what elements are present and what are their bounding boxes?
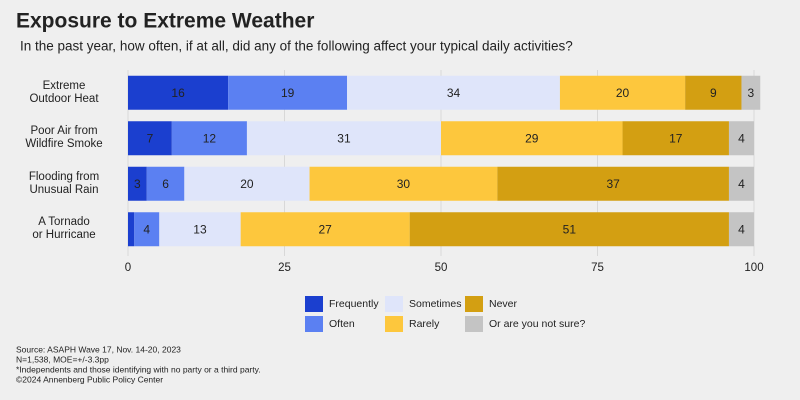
value-label: 27 bbox=[319, 222, 333, 236]
legend-label: Frequently bbox=[329, 298, 379, 310]
chart-subtitle: In the past year, how often, if at all, … bbox=[20, 39, 573, 54]
bar-segment bbox=[246, 121, 441, 156]
legend-label: Sometimes bbox=[409, 298, 462, 310]
bar-segment bbox=[309, 166, 498, 201]
bar-segment bbox=[128, 166, 147, 201]
bar-segment bbox=[741, 75, 761, 110]
legend-swatch bbox=[305, 316, 323, 332]
value-label: 4 bbox=[738, 222, 745, 236]
bar-segment bbox=[184, 166, 310, 201]
bar-segment bbox=[728, 212, 754, 247]
value-label: 3 bbox=[134, 177, 141, 191]
value-label: 51 bbox=[563, 222, 577, 236]
footnote: ©2024 Annenberg Public Policy Center bbox=[16, 374, 163, 384]
bar-segment bbox=[497, 166, 729, 201]
bar-segment bbox=[128, 212, 135, 247]
bar-segment bbox=[441, 121, 623, 156]
value-label: 12 bbox=[203, 131, 217, 145]
value-label: 20 bbox=[616, 86, 630, 100]
category-label: A Tornado or Hurricane bbox=[32, 216, 96, 242]
bar-segment bbox=[728, 121, 754, 156]
category-label: Extreme Outdoor Heat bbox=[29, 79, 99, 105]
x-tick-label: 100 bbox=[744, 262, 763, 274]
bar-segment bbox=[240, 212, 410, 247]
footnote: Source: ASAPH Wave 17, Nov. 14-20, 2023 bbox=[16, 344, 181, 354]
value-label: 31 bbox=[337, 131, 351, 145]
legend-swatch bbox=[465, 316, 483, 332]
value-label: 19 bbox=[281, 86, 295, 100]
bar-segment bbox=[128, 75, 229, 110]
bar-segment bbox=[347, 75, 560, 110]
value-label: 13 bbox=[193, 222, 207, 236]
bar-segment bbox=[134, 212, 160, 247]
legend-swatch bbox=[385, 296, 403, 312]
bar-segment bbox=[622, 121, 729, 156]
bar-segment bbox=[171, 121, 247, 156]
legend-label: Never bbox=[489, 298, 518, 310]
value-label: 4 bbox=[738, 131, 745, 145]
x-tick-label: 75 bbox=[591, 262, 604, 274]
value-label: 4 bbox=[738, 177, 745, 191]
bar-segment bbox=[409, 212, 729, 247]
value-label: 30 bbox=[397, 177, 411, 191]
legend-swatch bbox=[385, 316, 403, 332]
category-label: Poor Air from Wildfire Smoke bbox=[25, 125, 103, 151]
bar-segment bbox=[128, 121, 172, 156]
chart-title: Exposure to Extreme Weather bbox=[16, 10, 314, 33]
legend-label: Rarely bbox=[409, 318, 440, 330]
value-label: 7 bbox=[147, 131, 154, 145]
value-label: 37 bbox=[606, 177, 620, 191]
bar-segment bbox=[685, 75, 742, 110]
value-label: 9 bbox=[710, 86, 717, 100]
x-tick-label: 50 bbox=[435, 262, 448, 274]
x-tick-label: 0 bbox=[125, 262, 131, 274]
category-label: Flooding from Unusual Rain bbox=[28, 170, 100, 196]
value-label: 34 bbox=[447, 86, 461, 100]
x-tick-label: 25 bbox=[278, 262, 291, 274]
value-label: 20 bbox=[240, 177, 254, 191]
value-label: 17 bbox=[669, 131, 683, 145]
legend-label: Often bbox=[329, 318, 355, 330]
legend-swatch bbox=[305, 296, 323, 312]
bar-segment bbox=[146, 166, 185, 201]
bar-segment bbox=[228, 75, 348, 110]
footnote: N=1,538, MOE=+/-3.3pp bbox=[16, 354, 109, 364]
legend-label: Or are you not sure? bbox=[489, 318, 585, 330]
legend-swatch bbox=[465, 296, 483, 312]
bar-segment bbox=[559, 75, 686, 110]
value-label: 6 bbox=[162, 177, 169, 191]
value-label: 29 bbox=[525, 131, 539, 145]
value-label: 16 bbox=[171, 86, 185, 100]
bar-segment bbox=[159, 212, 241, 247]
value-label: 4 bbox=[143, 222, 150, 236]
footnote: *Independents and those identifying with… bbox=[16, 364, 261, 374]
bar-segment bbox=[728, 166, 754, 201]
value-label: 3 bbox=[748, 86, 755, 100]
